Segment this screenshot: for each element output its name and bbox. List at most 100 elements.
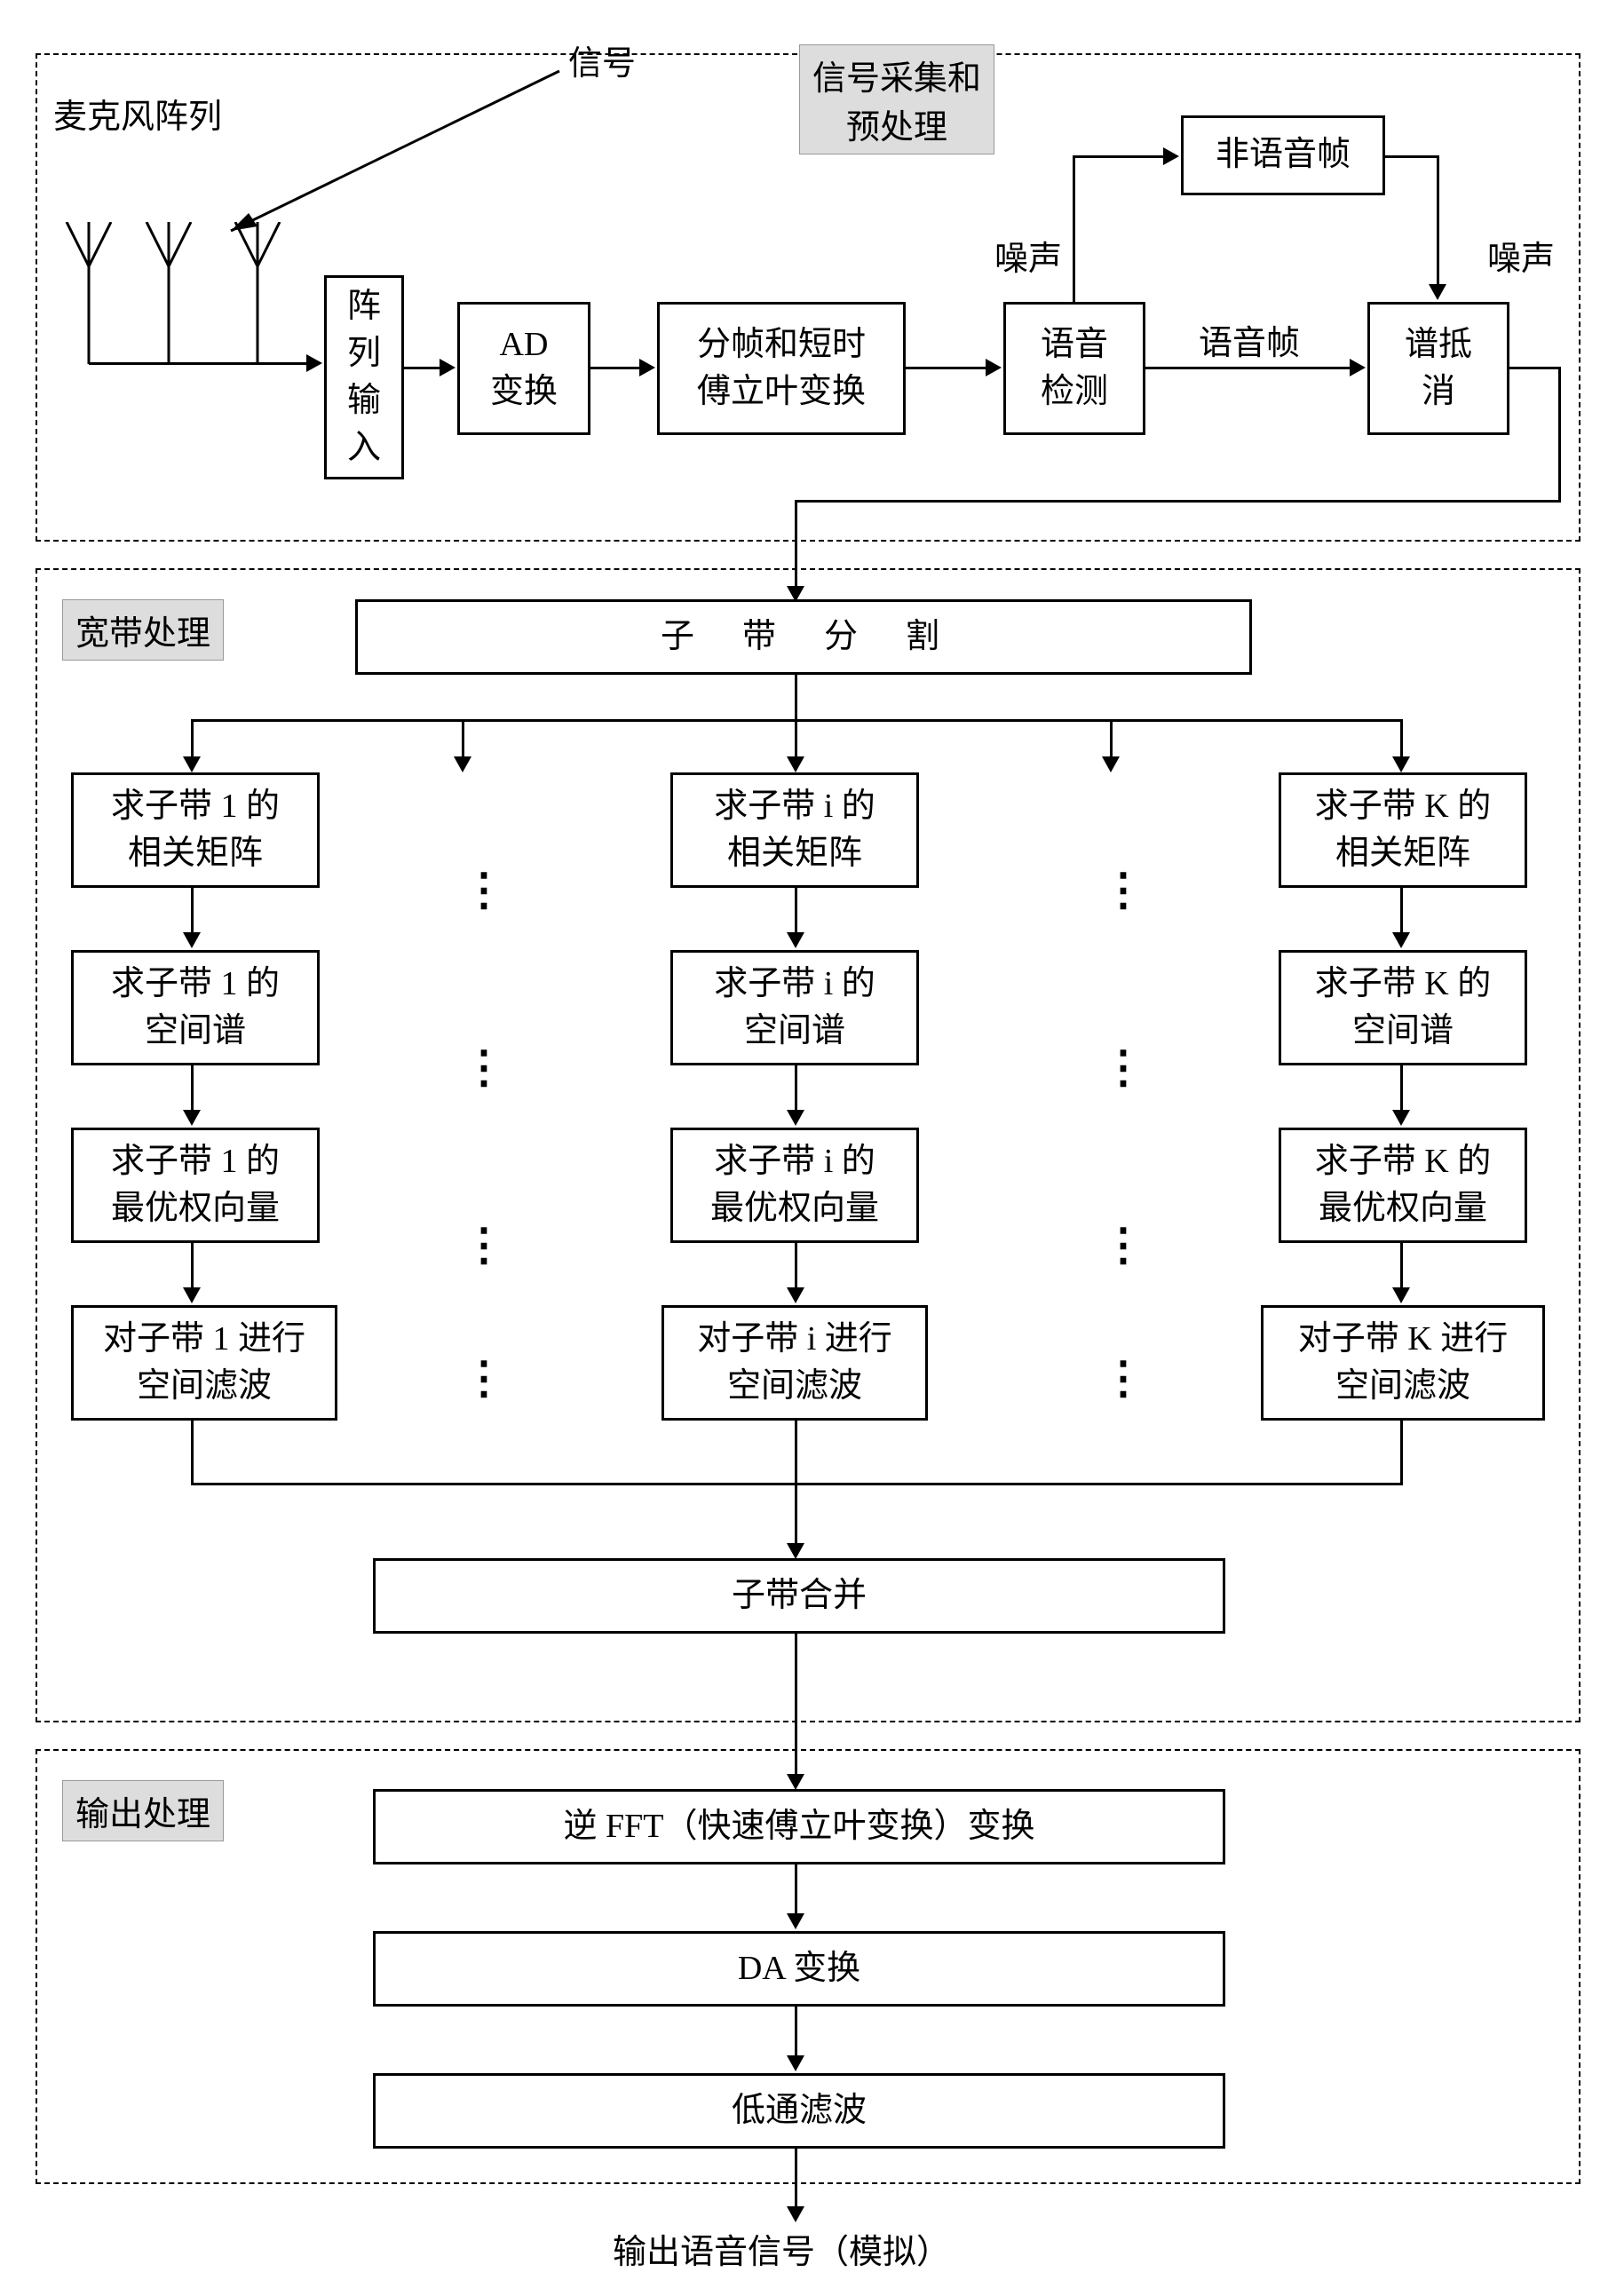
- node-ifft: 逆 FFT（快速傅立叶变换）变换: [373, 1789, 1225, 1864]
- cia2h: [787, 1110, 804, 1126]
- split-d5: [1400, 719, 1403, 759]
- vdots-1d: ⋮: [462, 1367, 506, 1389]
- node-non-speech: 非语音帧: [1181, 115, 1385, 195]
- arr-sd: [1145, 367, 1351, 369]
- cia2: [795, 1065, 797, 1112]
- speech-frame-label: 语音帧: [1199, 315, 1300, 364]
- arr-o1: [795, 1864, 797, 1915]
- cKa3: [1400, 1243, 1403, 1289]
- arr-o3h: [787, 2206, 804, 2222]
- md: [795, 1483, 797, 1545]
- split-d4h: [1102, 756, 1120, 772]
- signal-label: 信号: [568, 36, 636, 84]
- split-d2: [462, 719, 464, 759]
- node-spec1: 求子带 1 的 空间谱: [71, 950, 320, 1065]
- node-subband-split: 子 带 分 割: [355, 599, 1252, 675]
- mdh: [787, 1543, 804, 1559]
- cia1: [795, 888, 797, 934]
- cKa1h: [1392, 932, 1410, 948]
- antenna-1: [62, 222, 115, 364]
- node-filti: 对子带 i 进行 空间滤波: [661, 1305, 928, 1421]
- vdots-2c: ⋮: [1101, 1234, 1145, 1256]
- arr-sdh: [1350, 359, 1366, 376]
- antenna-bus-arrow: [306, 354, 322, 372]
- node-merge: 子带合并: [373, 1558, 1225, 1634]
- m3: [1400, 1421, 1403, 1483]
- c1a2h: [183, 1110, 201, 1126]
- node-opt1: 求子带 1 的 最优权向量: [71, 1128, 320, 1243]
- node-specK: 求子带 K 的 空间谱: [1279, 950, 1527, 1065]
- arr-2: [590, 367, 641, 369]
- c1a3h: [183, 1287, 201, 1303]
- output-label: 输出语音信号（模拟）: [613, 2224, 950, 2273]
- arr-o2h: [787, 2055, 804, 2071]
- antenna-bus: [89, 362, 311, 365]
- arr-3h: [986, 359, 1002, 376]
- section2-title: 宽带处理: [62, 599, 224, 661]
- cKa2: [1400, 1065, 1403, 1112]
- arr-2h: [639, 359, 655, 376]
- node-filtK: 对子带 K 进行 空间滤波: [1261, 1305, 1545, 1421]
- arr-out1b: [1558, 367, 1561, 500]
- c1a1h: [183, 932, 201, 948]
- node-corr1: 求子带 1 的 相关矩阵: [71, 772, 320, 888]
- node-corri: 求子带 i 的 相关矩阵: [670, 772, 919, 888]
- arr-o2: [795, 2007, 797, 2057]
- noise2-label: 噪声: [1487, 231, 1555, 280]
- split-v: [795, 675, 797, 719]
- arr-1: [404, 367, 441, 369]
- arr-up1b: [1073, 155, 1166, 158]
- signal-arrow: [195, 62, 568, 249]
- node-opti: 求子带 i 的 最优权向量: [670, 1128, 919, 1243]
- arr-3: [906, 367, 987, 369]
- node-array-input: 阵 列 输 入: [324, 275, 404, 479]
- arr-1h: [440, 359, 456, 376]
- node-ad: AD 变换: [457, 302, 590, 435]
- c1a2: [191, 1065, 194, 1112]
- arr-up1h: [1163, 147, 1179, 165]
- c1a1: [191, 888, 194, 934]
- vdots-2a: ⋮: [1101, 879, 1145, 901]
- node-speech-detect: 语音 检测: [1003, 302, 1145, 435]
- vdots-1b: ⋮: [462, 1057, 506, 1079]
- arr-up1: [1073, 155, 1075, 302]
- node-spec-sub: 谱抵 消: [1367, 302, 1509, 435]
- split-d2h: [454, 756, 471, 772]
- node-optK: 求子带 K 的 最优权向量: [1279, 1128, 1527, 1243]
- node-lpf: 低通滤波: [373, 2073, 1225, 2149]
- split-d1: [191, 719, 194, 759]
- split-d5h: [1392, 756, 1410, 772]
- section1-title: 信号采集和 预处理: [799, 44, 994, 154]
- cKa2h: [1392, 1110, 1410, 1126]
- arr-out1a: [1509, 367, 1558, 369]
- flowchart-diagram: 信号采集和 预处理 麦克风阵列 信号 阵 列 输 入 AD 变换 分帧和短时 傅…: [18, 18, 1606, 2270]
- split-d3: [795, 719, 797, 759]
- vdots-1c: ⋮: [462, 1234, 506, 1256]
- arr-ns2h: [1429, 284, 1446, 300]
- antenna-3: [231, 222, 284, 364]
- split-d4: [1110, 719, 1113, 759]
- vdots-1a: ⋮: [462, 879, 506, 901]
- antenna-2: [142, 222, 195, 364]
- node-frame-stft: 分帧和短时 傅立叶变换: [657, 302, 906, 435]
- noise1-label: 噪声: [994, 231, 1062, 280]
- m2: [795, 1421, 797, 1483]
- arr-out1c: [795, 500, 1561, 503]
- c1a3: [191, 1243, 194, 1289]
- split-d1h: [183, 756, 201, 772]
- arr-ns2: [1437, 155, 1439, 287]
- cia1h: [787, 932, 804, 948]
- node-corrK: 求子带 K 的 相关矩阵: [1279, 772, 1527, 888]
- vdots-2d: ⋮: [1101, 1367, 1145, 1389]
- node-speci: 求子带 i 的 空间谱: [670, 950, 919, 1065]
- arr-o1h: [787, 1913, 804, 1929]
- cia3: [795, 1243, 797, 1289]
- cKa3h: [1392, 1287, 1410, 1303]
- vdots-2b: ⋮: [1101, 1057, 1145, 1079]
- cKa1: [1400, 888, 1403, 934]
- section3-title: 输出处理: [62, 1780, 224, 1841]
- m1: [191, 1421, 194, 1483]
- node-filt1: 对子带 1 进行 空间滤波: [71, 1305, 337, 1421]
- arr-ns1: [1385, 155, 1437, 158]
- arr-o3: [795, 2149, 797, 2208]
